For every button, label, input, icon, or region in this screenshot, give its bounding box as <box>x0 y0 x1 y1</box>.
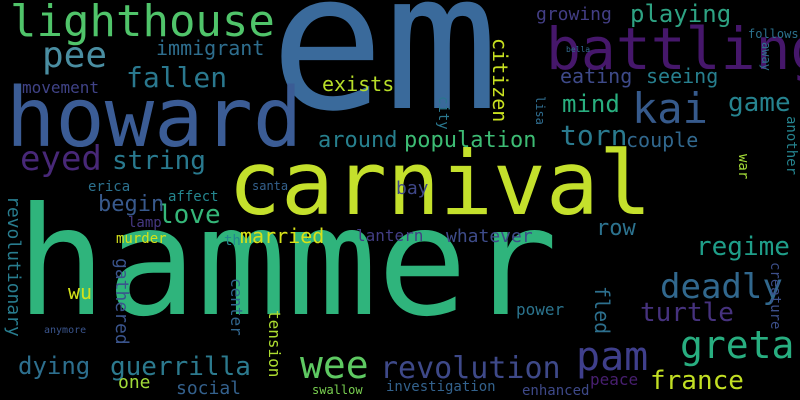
word-power: power <box>516 300 565 319</box>
word-eyed: eyed <box>20 139 102 179</box>
word-santa: santa <box>252 179 289 193</box>
word-string: string <box>112 146 206 176</box>
word-one: one <box>118 372 151 393</box>
word-bella: bella <box>566 45 591 54</box>
word-mind: mind <box>562 90 620 118</box>
word-around: around <box>318 128 398 153</box>
word-hammer: hammer <box>16 176 558 350</box>
word-seeing: seeing <box>646 64 719 88</box>
word-anymore: anymore <box>44 325 87 336</box>
word-pam: pam <box>576 334 649 380</box>
word-turtle: turtle <box>640 298 734 328</box>
word-love: love <box>158 200 221 230</box>
word-exists: exists <box>322 72 395 96</box>
word-whatever: whatever <box>446 226 533 247</box>
word-battling: battling <box>546 15 800 83</box>
word-creature: creature <box>767 262 783 330</box>
word-growing: growing <box>536 4 612 25</box>
word-swallow: swallow <box>312 383 363 397</box>
word-lantern: lantern <box>356 226 424 245</box>
word-murder: murder <box>116 231 167 247</box>
word-center: center <box>227 278 246 336</box>
word-war: war <box>735 154 751 180</box>
word-wee: wee <box>300 343 369 387</box>
word-peace: peace <box>590 370 639 389</box>
word-social: social <box>176 378 242 399</box>
word-married: married <box>240 224 325 248</box>
word-fled: fled <box>590 286 614 335</box>
word-pee: pee <box>42 35 108 76</box>
word-lisa: lisa <box>533 96 547 125</box>
word-another: another <box>783 116 799 176</box>
word-row: row <box>596 216 636 241</box>
word-eating: eating <box>560 64 633 88</box>
word-immigrant: immigrant <box>156 36 265 60</box>
word-couple: couple <box>626 128 699 152</box>
word-deadly: deadly <box>660 267 783 307</box>
word-enhanced: enhanced <box>522 383 590 399</box>
word-wu: wu <box>68 280 93 304</box>
word-begin: begin <box>98 192 165 217</box>
word-france: france <box>650 366 744 396</box>
word-lighthouse: lighthouse <box>10 0 275 47</box>
word-em: em <box>270 0 499 153</box>
word-citizen: citizen <box>488 38 512 123</box>
word-revolutionary: revolutionary <box>3 196 24 337</box>
word-affect: affect <box>168 189 219 205</box>
word-fallen: fallen <box>126 61 228 94</box>
word-game: game <box>728 88 791 118</box>
word-howard: howard <box>6 71 303 166</box>
word-away: away <box>759 42 773 71</box>
word-playing: playing <box>630 0 732 28</box>
word-kai: kai <box>632 84 708 133</box>
word-gathered: gathered <box>111 258 132 345</box>
word-city: city <box>435 96 451 130</box>
word-th: th <box>224 233 241 249</box>
word-follows: follows <box>748 27 799 41</box>
word-movement: movement <box>22 78 100 97</box>
word-regime: regime <box>696 232 790 262</box>
word-dying: dying <box>18 352 91 380</box>
word-lamp: lamp <box>128 215 162 231</box>
word-investigation: investigation <box>386 379 496 395</box>
word-greta: greta <box>680 323 795 367</box>
word-torn: torn <box>560 119 628 152</box>
word-tension: tension <box>265 310 284 378</box>
word-population: population <box>404 128 537 153</box>
word-bay: bay <box>396 178 429 199</box>
word-carnival: carnival <box>228 132 652 235</box>
word-guerrilla: guerrilla <box>110 352 251 382</box>
word-revolution: revolution <box>380 351 561 386</box>
word-erica: erica <box>88 179 131 195</box>
